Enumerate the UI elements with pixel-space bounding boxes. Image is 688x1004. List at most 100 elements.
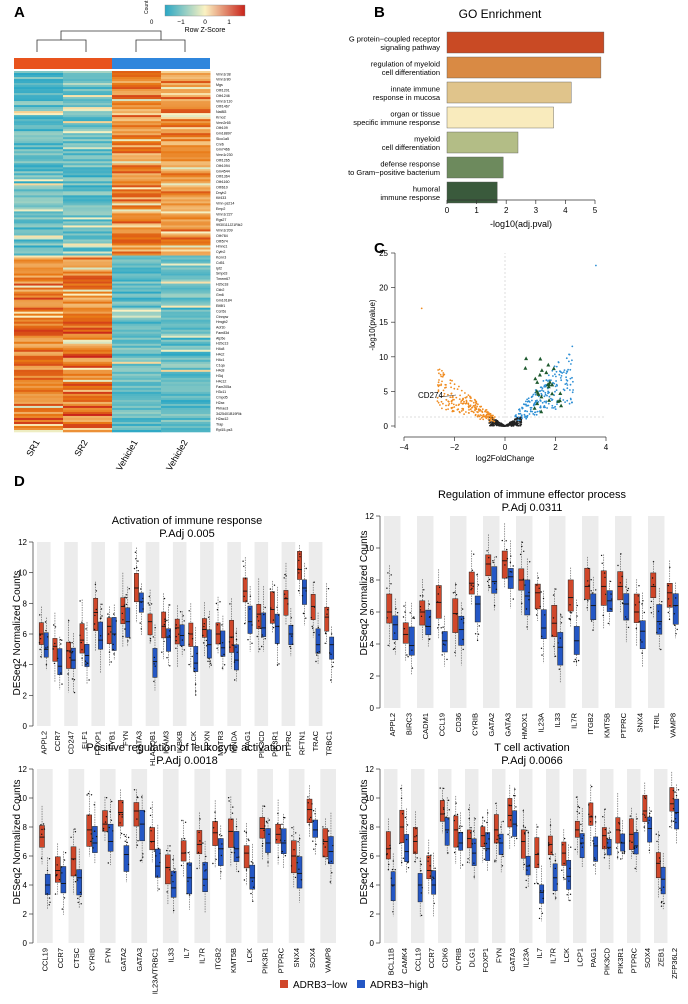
heatmap-cell (63, 275, 113, 278)
boxplot-point (510, 804, 512, 807)
boxplot-point (602, 614, 604, 617)
volcano-point (543, 400, 546, 403)
boxplot-point (407, 861, 410, 863)
heatmap-cell (161, 405, 211, 409)
heatmap-cell (63, 239, 113, 242)
volcano-point (552, 407, 555, 409)
boxplot-point (587, 600, 589, 602)
volcano-point (559, 370, 561, 373)
boxplot-box (212, 821, 218, 846)
volcano-point (442, 374, 445, 377)
boxplot-point (221, 642, 224, 644)
boxplot-point (549, 824, 552, 826)
boxplot-point (411, 667, 414, 669)
heatmap-cell (161, 201, 211, 204)
boxplot-point (391, 868, 394, 871)
boxplot-point (548, 844, 550, 847)
boxplot-y-tick-label: 4 (370, 881, 375, 890)
heatmap-cell (161, 237, 211, 240)
boxplot-point (548, 842, 550, 844)
boxplot-point (77, 901, 79, 904)
heatmap-cell (112, 347, 162, 351)
heatmap-cell (161, 343, 211, 347)
color-key-tick: −1 (177, 19, 185, 26)
boxplot-box (275, 823, 281, 844)
heatmap-cell (14, 247, 64, 250)
heatmap-cell (112, 333, 162, 337)
boxplot-point (64, 852, 67, 854)
boxplot-point (153, 680, 155, 683)
heatmap-cell (14, 189, 64, 192)
volcano-point (546, 407, 548, 409)
boxplot-band (573, 769, 587, 943)
boxplot-point (647, 822, 649, 824)
boxplot-point (107, 862, 110, 864)
heatmap-cell (14, 211, 64, 214)
boxplot-band (64, 542, 78, 726)
volcano-point (555, 383, 558, 386)
heatmap-cell (112, 177, 162, 180)
volcano-point (438, 379, 440, 381)
boxplot-subtitle: P.Adj 0.0018 (156, 755, 218, 767)
heatmap-cell (14, 105, 64, 108)
boxplot-box (202, 618, 207, 638)
volcano-point (560, 379, 563, 382)
boxplot-point (284, 840, 286, 842)
volcano-point (442, 389, 445, 392)
heatmap-cell (161, 217, 211, 220)
heatmap-cell (161, 285, 211, 288)
heatmap-cell (63, 385, 113, 389)
boxplot-gene-label: RFTN1 (298, 731, 307, 755)
boxplot-gene-label: ZFP36L2 (670, 948, 679, 979)
heatmap-cell (14, 221, 64, 224)
heatmap-cell (112, 325, 162, 329)
boxplot-box (453, 815, 459, 848)
boxplot-point (330, 860, 332, 862)
boxplot-point (519, 553, 522, 556)
heatmap-cell (14, 399, 64, 403)
boxplot-point (314, 813, 316, 815)
go-category-label: myeloid (414, 134, 440, 143)
boxplot-box (620, 833, 626, 852)
volcano-point (525, 415, 528, 418)
boxplot-point (259, 648, 261, 650)
heatmap-cell (112, 79, 162, 82)
heatmap-cell (112, 317, 162, 320)
boxplot-gene-label: TRAC (311, 730, 320, 751)
boxplot-point (406, 824, 409, 826)
heatmap-cell (63, 211, 113, 214)
boxplot-point (93, 628, 96, 631)
boxplot-point (136, 796, 139, 798)
go-bar (446, 106, 554, 129)
boxplot-point (202, 634, 204, 637)
boxplot-point (74, 881, 77, 883)
heatmap-cell (112, 351, 162, 355)
boxplot-point (47, 646, 49, 648)
boxplot-point (649, 812, 651, 815)
volcano-point (538, 410, 541, 412)
heatmap-cell (112, 173, 162, 176)
heatmap-gene-label: 3425401B19Rik (216, 412, 242, 416)
volcano-point (485, 417, 488, 420)
heatmap-cell (14, 131, 64, 134)
boxplot-point (392, 648, 395, 650)
boxplot-point (44, 621, 47, 623)
heatmap-color-key: Count 0 −1 0 1 Row Z-Score (144, 0, 246, 34)
boxplot-point (203, 864, 205, 866)
heatmap-cell (161, 413, 211, 417)
boxplot-point (143, 810, 146, 813)
heatmap-gene-labels: Vmn1r38Vmn1r80MgsOlfr1201Olfr1246Vmn1r11… (216, 72, 242, 432)
boxplot-point (38, 642, 41, 644)
boxplot-point (140, 601, 142, 603)
boxplot-point (250, 861, 253, 863)
boxplot-point (142, 856, 144, 858)
go-bar (446, 56, 602, 79)
heatmap-cell (14, 85, 64, 88)
heatmap-gene-label: Ipt2 (216, 266, 222, 270)
heatmap-cell (14, 243, 64, 246)
volcano-point (542, 380, 545, 382)
heatmap-cell (161, 253, 211, 256)
boxplot-point (61, 683, 63, 685)
volcano-points (420, 264, 597, 427)
boxplot-point (81, 621, 83, 623)
